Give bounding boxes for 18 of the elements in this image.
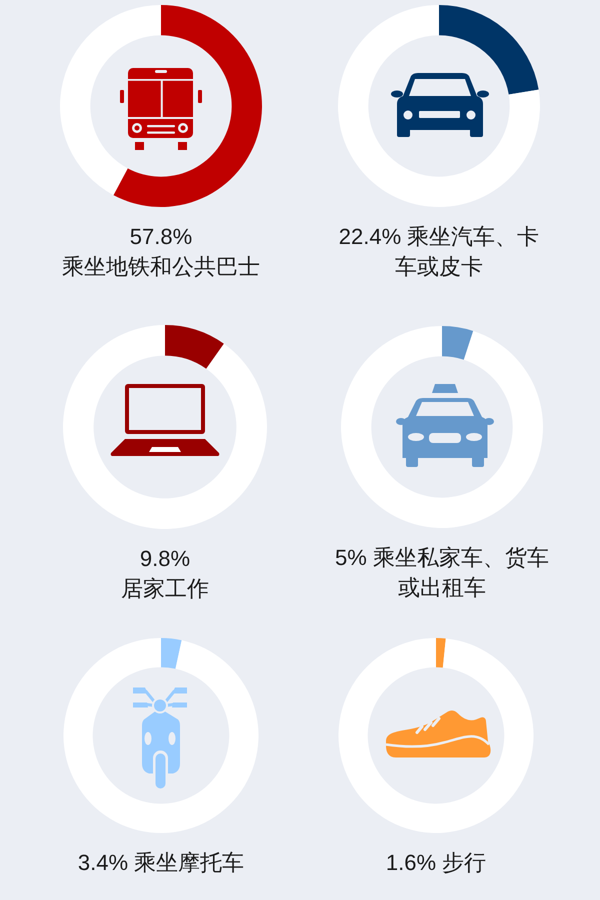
donut-slice: [338, 5, 540, 207]
donut-slice: [113, 5, 262, 207]
text: 9.8% 居家工作: [121, 546, 209, 601]
text: 5% 乘坐私家车、货车或出租车: [335, 545, 549, 600]
donut-slice: [60, 5, 161, 196]
text: 3.4% 乘坐摩托车: [78, 850, 244, 874]
donut-slice: [63, 325, 267, 529]
donut-slice: [442, 326, 474, 360]
donut-slice: [161, 638, 182, 668]
donut-slice: [64, 638, 258, 832]
donut-slice: [341, 326, 543, 528]
donut-slice: [165, 325, 224, 369]
donut-slice: [338, 638, 534, 832]
text: 1.6% 步行: [386, 850, 486, 874]
text: 22.4% 乘坐汽车、卡车或皮卡: [338, 224, 540, 279]
donut-slice: [439, 5, 539, 94]
text: 57.8% 乘坐地铁和公共巴士: [62, 224, 260, 279]
donut-slice: [436, 638, 446, 668]
